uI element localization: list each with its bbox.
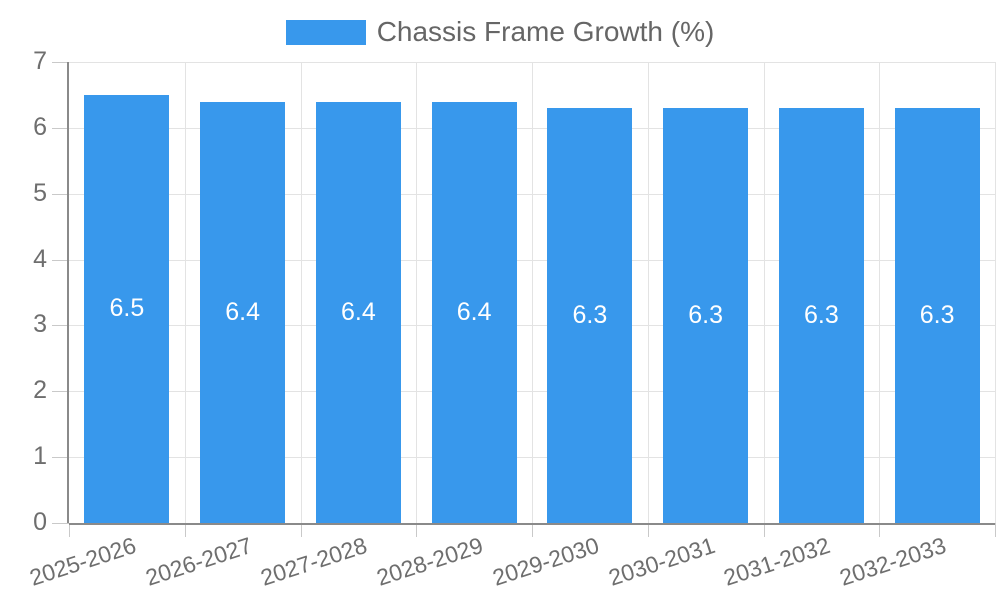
y-axis-label: 2	[33, 376, 47, 405]
y-axis-tick	[52, 391, 69, 393]
x-axis-tick	[995, 523, 996, 537]
bar-value-label: 6.4	[225, 297, 260, 326]
y-axis-label: 7	[33, 46, 47, 75]
v-gridline	[532, 62, 533, 523]
bar[interactable]: 6.4	[315, 101, 401, 523]
bar-value-label: 6.3	[572, 301, 608, 330]
x-axis-label: 2032-2033	[836, 532, 950, 591]
x-axis-line	[69, 523, 995, 525]
legend-label: Chassis Frame Growth (%)	[376, 16, 715, 47]
bar-value-label: 6.4	[456, 297, 492, 326]
v-gridline	[763, 62, 765, 523]
y-axis-tick	[52, 523, 69, 524]
x-axis-tick	[532, 523, 533, 537]
x-axis-tick	[763, 523, 765, 537]
x-axis-label: 2031-2032	[720, 532, 834, 591]
y-axis-label: 4	[33, 244, 47, 273]
legend-swatch	[285, 19, 366, 45]
v-gridline	[184, 62, 186, 523]
x-axis-tick	[647, 523, 649, 537]
v-gridline	[995, 62, 996, 523]
x-axis-label: 2029-2030	[489, 532, 602, 591]
bar-value-label: 6.3	[803, 301, 839, 330]
bar-value-label: 6.3	[919, 301, 955, 330]
bar[interactable]: 6.5	[84, 94, 170, 523]
chart-legend[interactable]: Chassis Frame Growth (%)	[0, 17, 1000, 47]
bar-value-label: 6.5	[109, 294, 145, 323]
y-axis-tick	[52, 457, 69, 459]
y-axis-label: 1	[33, 442, 47, 471]
bar[interactable]: 6.3	[894, 108, 980, 523]
v-gridline	[300, 62, 302, 523]
bar[interactable]: 6.3	[778, 108, 864, 523]
bar-value-label: 6.3	[688, 301, 723, 330]
y-axis-tick	[52, 193, 69, 195]
bar[interactable]: 6.4	[200, 101, 286, 523]
x-axis-label: 2028-2029	[373, 532, 487, 591]
bar[interactable]: 6.3	[547, 108, 633, 523]
x-axis-label: 2027-2028	[257, 532, 371, 591]
x-axis-tick	[69, 523, 70, 537]
y-axis-line	[67, 62, 69, 523]
x-axis-label: 2026-2027	[142, 532, 255, 591]
y-axis-tick	[52, 127, 69, 129]
y-axis-label: 5	[33, 178, 47, 207]
bar[interactable]: 6.4	[431, 101, 517, 523]
bar-value-label: 6.4	[340, 297, 376, 326]
y-axis-label: 6	[33, 112, 47, 141]
x-axis-tick	[879, 523, 881, 537]
x-axis-label: 2030-2031	[605, 532, 718, 591]
y-axis-tick	[52, 259, 69, 261]
y-axis-label: 3	[33, 310, 47, 339]
x-axis-tick	[184, 523, 186, 537]
x-axis-tick	[300, 523, 302, 537]
y-axis-tick	[52, 62, 69, 63]
v-gridline	[416, 62, 418, 523]
y-axis-tick	[52, 325, 69, 327]
v-gridline	[647, 62, 649, 523]
v-gridline	[879, 62, 881, 523]
x-axis-label: 2025-2026	[26, 532, 139, 591]
y-axis-label: 0	[33, 507, 47, 536]
x-axis-tick	[416, 523, 418, 537]
bar[interactable]: 6.3	[663, 108, 749, 523]
